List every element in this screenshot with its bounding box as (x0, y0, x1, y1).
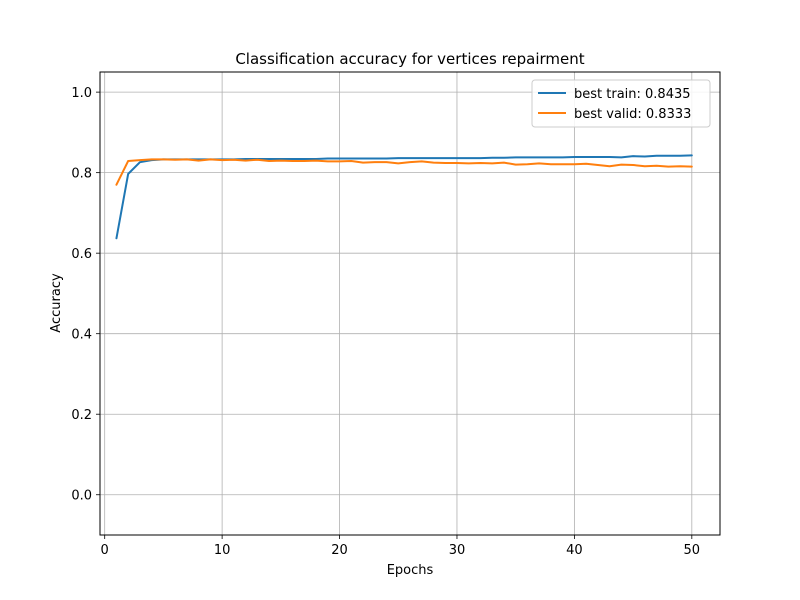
y-tick-label: 0.0 (71, 489, 92, 504)
y-axis-label: Accuracy (49, 273, 64, 333)
y-tick-label: 1.0 (71, 86, 92, 101)
y-tick-label: 0.2 (71, 408, 92, 423)
x-tick-label: 40 (566, 543, 583, 558)
chart-title: Classification accuracy for vertices rep… (235, 50, 584, 68)
y-axis: 0.0 0.2 0.4 0.6 0.8 1.0 (71, 86, 100, 504)
x-tick-label: 30 (449, 543, 466, 558)
grid (100, 72, 720, 535)
x-tick-label: 50 (684, 543, 701, 558)
x-tick-label: 20 (331, 543, 348, 558)
x-tick-label: 10 (214, 543, 231, 558)
legend-entry: best train: 0.8435 (574, 87, 691, 102)
legend-box (531, 79, 711, 128)
series-line-1 (115, 154, 693, 240)
series-line-2 (115, 158, 693, 186)
x-axis-label: Epochs (387, 563, 434, 578)
y-tick-label: 0.8 (71, 167, 92, 182)
y-tick-label: 0.4 (71, 328, 92, 343)
legend-entry: best valid: 0.8333 (574, 107, 691, 122)
legend: best train: 0.8435 best valid: 0.8333 (531, 79, 711, 128)
y-tick-label: 0.6 (71, 247, 92, 262)
series-layer (115, 154, 693, 240)
x-axis: 0 10 20 30 40 50 (101, 535, 701, 558)
x-tick-label: 0 (101, 543, 109, 558)
plot-frame (99, 71, 721, 536)
